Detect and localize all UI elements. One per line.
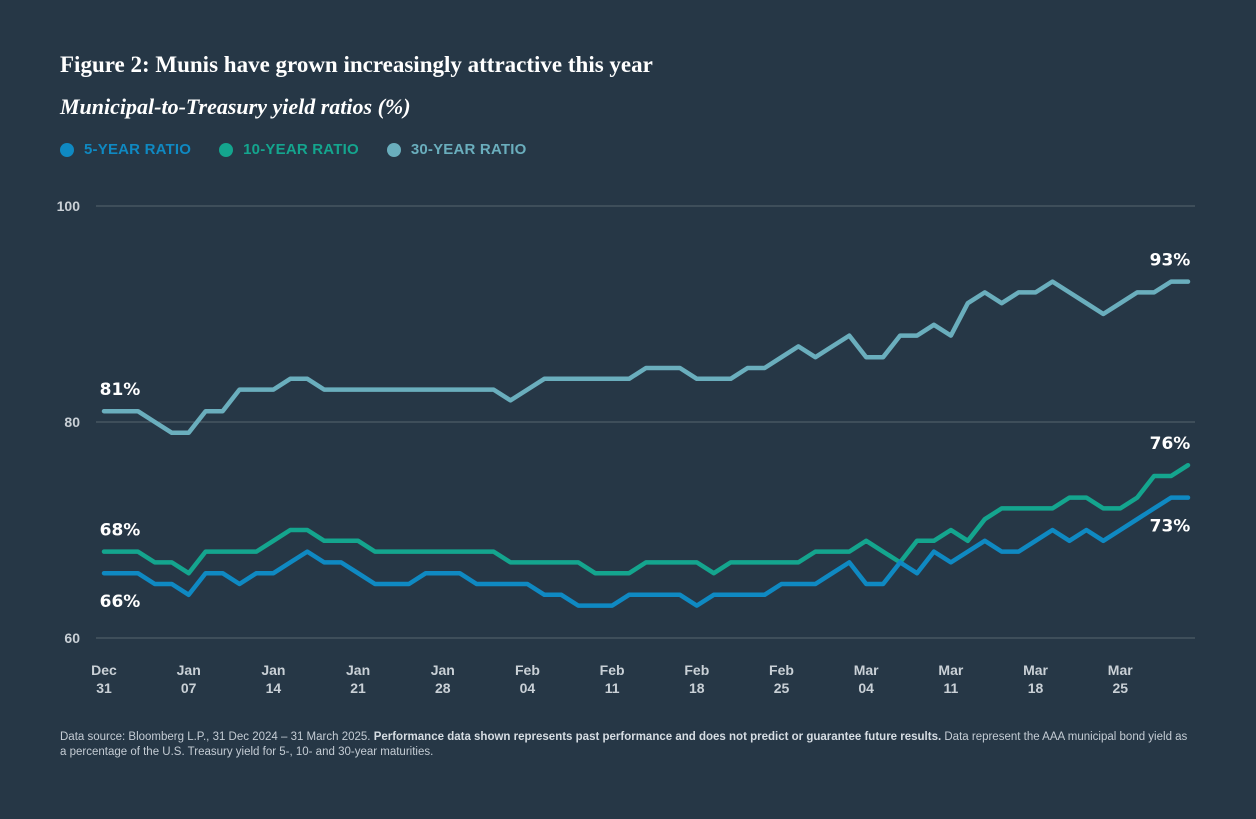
x-tick-label: Mar (1108, 662, 1133, 678)
x-tick-label: 11 (605, 680, 620, 696)
x-tick-label: 31 (96, 680, 112, 696)
data-label: 93% (1150, 251, 1191, 271)
x-tick-label: Feb (684, 662, 709, 678)
footnote-disclaimer: Performance data shown represents past p… (373, 731, 942, 743)
x-tick-label: 28 (435, 680, 451, 696)
x-tick-label: Jan (346, 662, 370, 678)
data-label: 73% (1150, 517, 1191, 537)
line-chart: 100 80 60 Dec 31 Jan 07 Jan 14 Jan 21 Jan 28 Feb 04 Feb… (57, 198, 1195, 696)
x-tick-label: 14 (266, 680, 282, 696)
y-tick-label: 100 (57, 198, 81, 214)
data-label: 81% (100, 380, 141, 400)
legend-dot-icon (219, 142, 234, 157)
x-tick-label: Feb (515, 662, 540, 678)
x-tick-label: 04 (858, 680, 874, 696)
legend-dot-icon (60, 142, 74, 157)
x-tick-label: Feb (600, 662, 625, 678)
x-tick-label: Mar (938, 662, 963, 678)
data-label: 76% (1150, 434, 1191, 454)
legend-item-5-year: 5-YEAR RATIO (60, 141, 191, 158)
footnote-note: Data represent the AAA municipal bond yi… (60, 731, 1188, 758)
x-tick-label: 25 (774, 680, 790, 696)
x-tick-label: Jan (177, 662, 201, 678)
x-tick-label: 18 (689, 680, 705, 696)
y-tick-label: 60 (64, 630, 80, 646)
chart-subtitle: Municipal-to-Treasury yield ratios (%) (60, 94, 411, 119)
footnote-source: Data source: Bloomberg L.P., 31 Dec 2024… (60, 731, 371, 743)
legend-item-10-year: 10-YEAR RATIO (219, 141, 359, 158)
legend-label: 10-YEAR RATIO (243, 141, 359, 158)
legend-label: 5-YEAR RATIO (84, 141, 192, 158)
x-tick-label: 11 (943, 680, 958, 696)
series-line-10-year-ratio (101, 462, 1191, 576)
x-tick-label: Dec (91, 662, 117, 678)
x-tick-label: 07 (181, 680, 197, 696)
legend-item-30-year: 30-YEAR RATIO (386, 141, 527, 158)
x-tick-label: Feb (769, 662, 794, 678)
x-tick-label: Jan (261, 662, 285, 678)
chart-legend: 5-YEAR RATIO 10-YEAR RATIO 30-YEAR RATIO (60, 141, 526, 158)
series-line-5-year-ratio (101, 495, 1191, 608)
x-tick-label: Mar (854, 662, 879, 678)
x-tick-label: 04 (520, 680, 536, 696)
footnote: Data source: Bloomberg L.P., 31 Dec 2024… (60, 730, 1190, 760)
data-label: 68% (100, 521, 141, 541)
data-label: 66% (100, 592, 141, 612)
x-tick-label: 18 (1028, 680, 1044, 696)
x-tick-label: 21 (350, 680, 366, 696)
y-tick-label: 80 (64, 414, 80, 430)
legend-label: 30-YEAR RATIO (410, 141, 527, 158)
series-line-30-year-ratio (101, 279, 1191, 436)
x-tick-label: Jan (431, 662, 455, 678)
x-tick-label: 25 (1112, 680, 1128, 696)
chart-title: Figure 2: Munis have grown increasingly … (60, 52, 653, 77)
x-tick-label: Mar (1023, 662, 1048, 678)
legend-dot-icon (386, 142, 401, 157)
